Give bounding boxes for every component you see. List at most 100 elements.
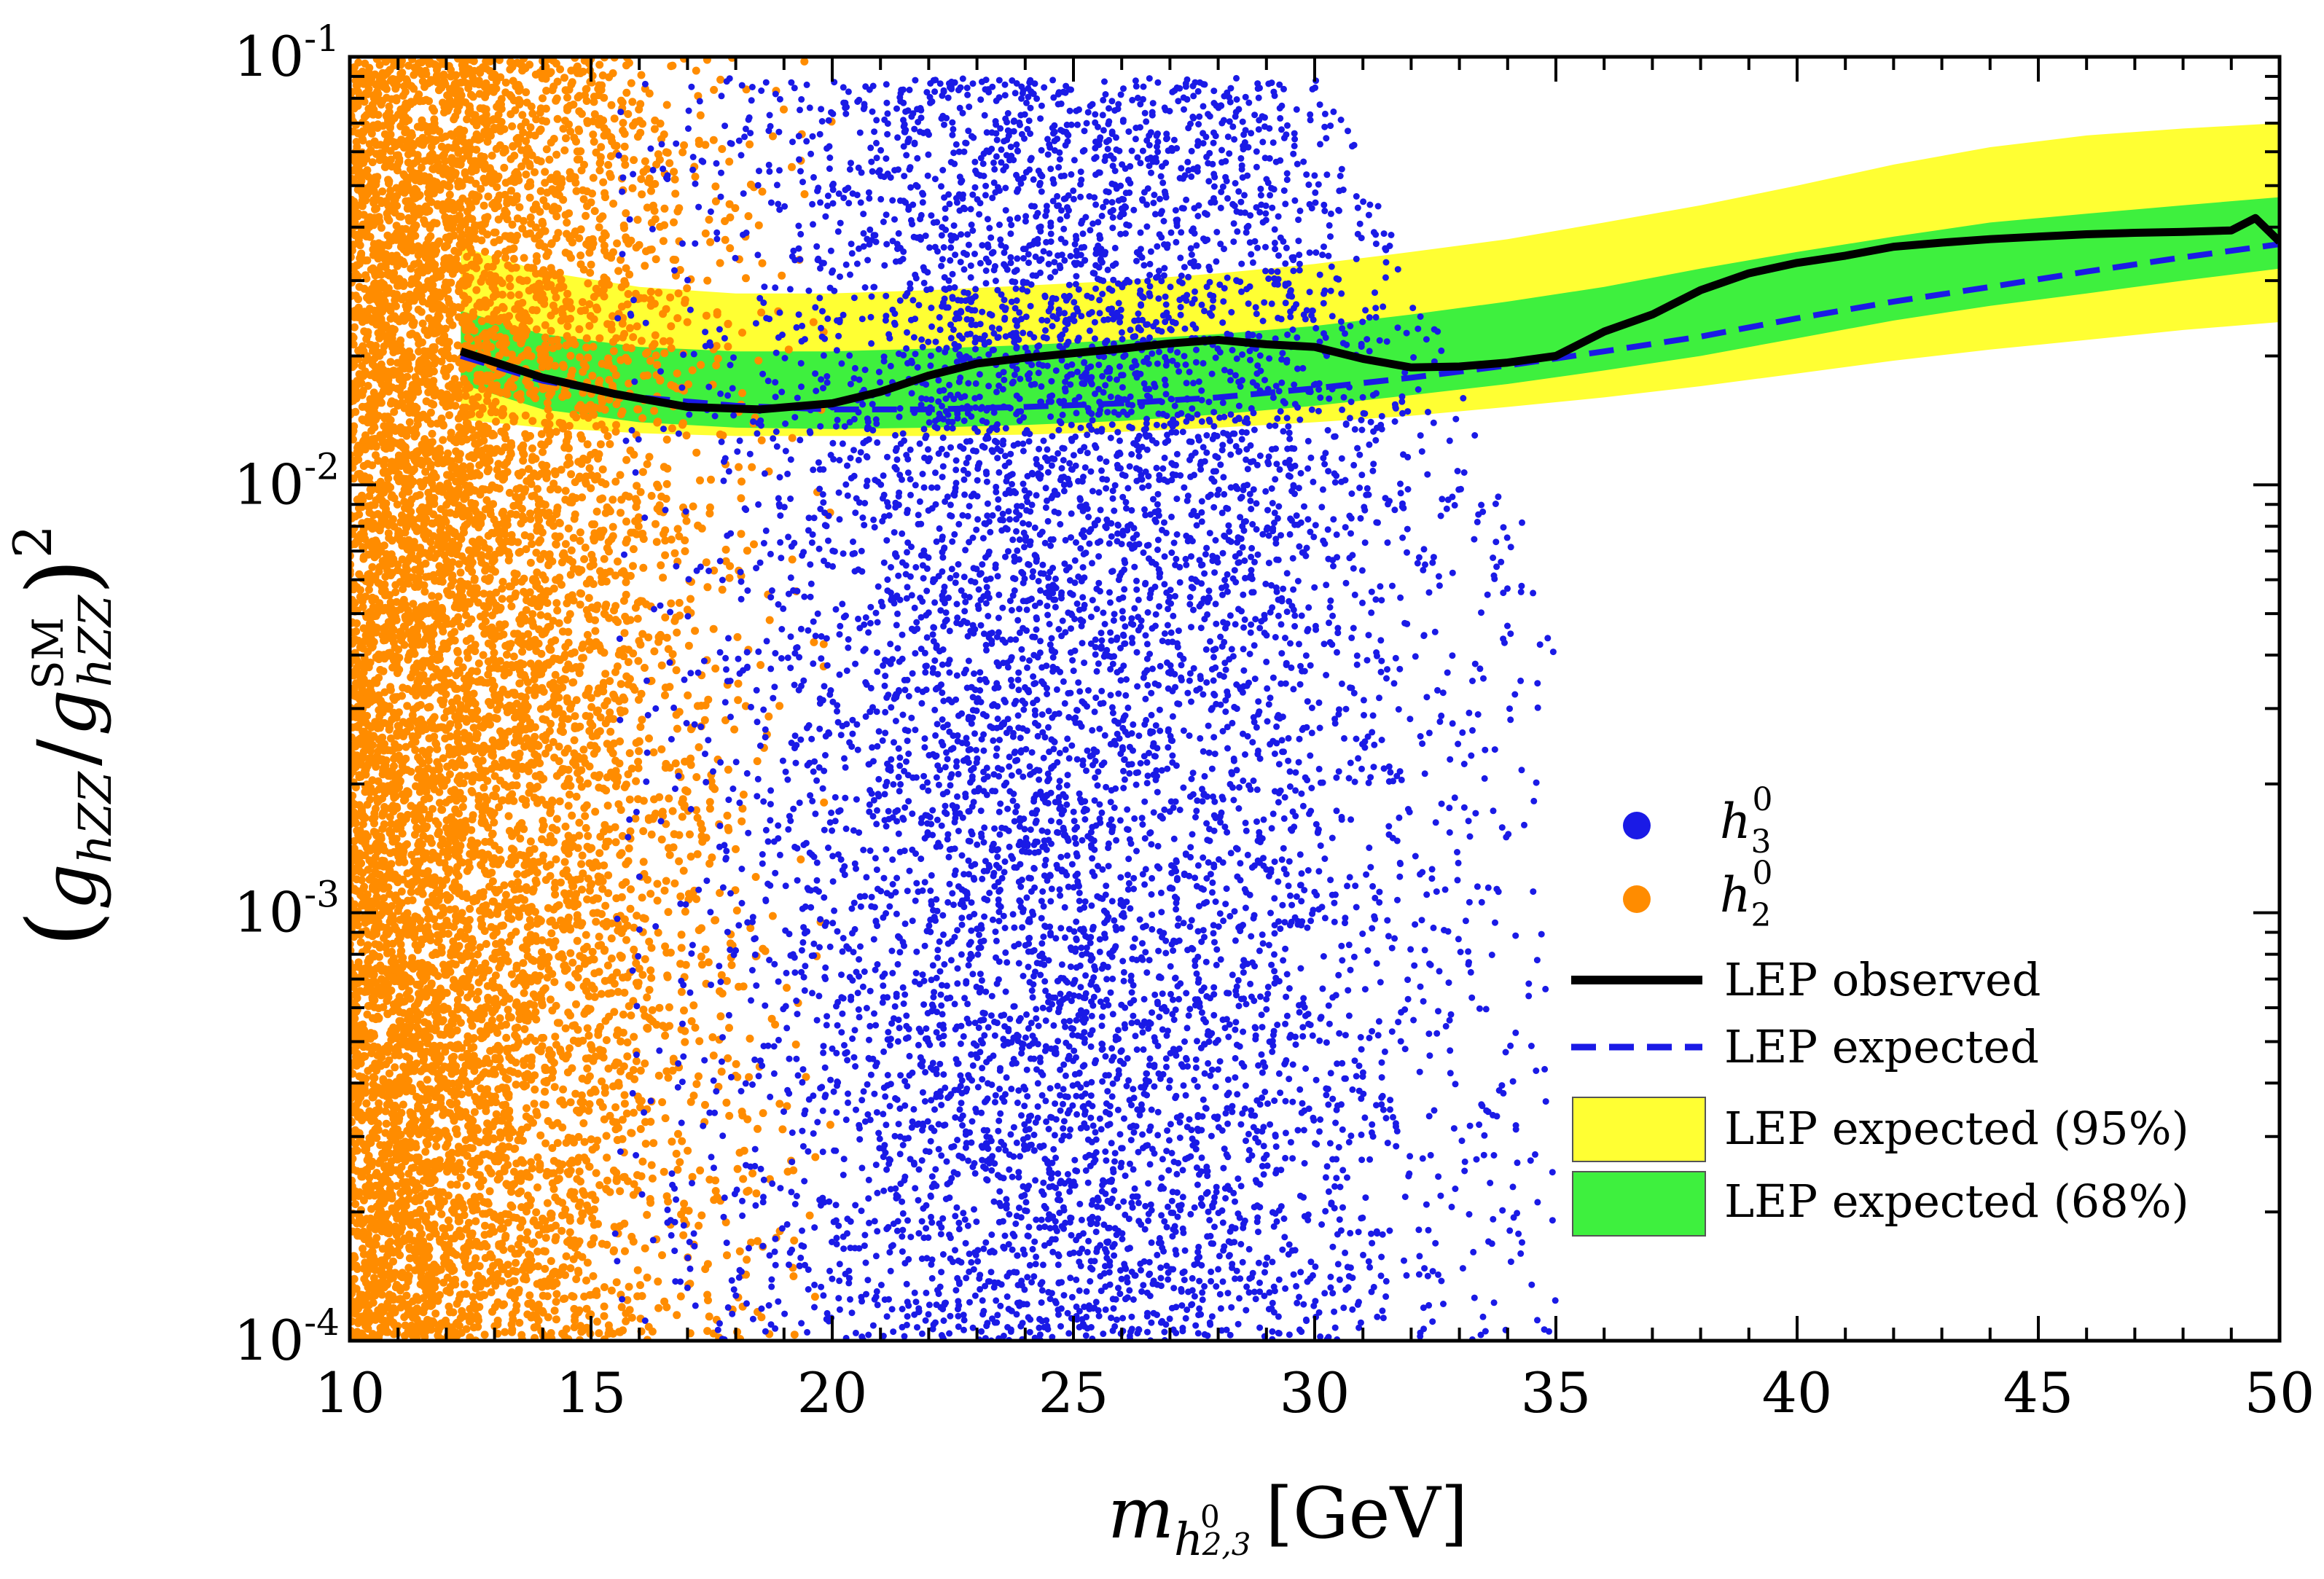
h2-point	[517, 395, 525, 404]
h2-point	[598, 885, 607, 893]
h2-point	[534, 858, 543, 866]
h2-point	[624, 857, 633, 866]
h2-point	[664, 1073, 673, 1082]
h2-point	[738, 329, 746, 337]
h2-point	[738, 477, 746, 486]
h2-point	[557, 466, 566, 474]
h2-point	[520, 587, 528, 596]
h2-point	[643, 371, 652, 380]
h2-point	[616, 737, 625, 745]
h2-point	[539, 817, 547, 825]
h2-point	[602, 1132, 611, 1140]
h2-point	[353, 921, 362, 930]
h2-point	[654, 289, 663, 297]
h2-point	[523, 1037, 531, 1046]
h2-point	[797, 855, 805, 863]
h2-point	[657, 835, 666, 844]
h2-point	[575, 818, 584, 827]
h2-point	[716, 259, 724, 267]
h2-point	[619, 1010, 627, 1019]
h2-point	[573, 147, 582, 156]
h2-point	[517, 519, 525, 528]
h2-point	[670, 549, 679, 557]
h2-point	[646, 356, 654, 365]
h2-point	[665, 850, 674, 859]
h2-point	[645, 734, 653, 743]
h2-point	[466, 904, 474, 913]
h2-point	[643, 165, 652, 173]
h2-point	[552, 599, 561, 608]
h2-point	[800, 57, 809, 66]
h2-point	[820, 798, 829, 807]
h2-point	[546, 175, 555, 184]
h2-point	[546, 485, 555, 494]
h2-point	[674, 1129, 682, 1138]
h2-point	[577, 109, 586, 118]
h2-point	[639, 827, 648, 836]
h2-point	[582, 1276, 590, 1285]
h2-point	[590, 984, 598, 993]
h2-point	[659, 573, 668, 582]
h2-point	[417, 307, 426, 316]
h2-point	[596, 440, 605, 449]
h2-point	[657, 661, 666, 670]
h2-point	[621, 1247, 629, 1255]
h2-point	[463, 993, 472, 1002]
h2-point	[658, 1251, 666, 1260]
h2-point	[575, 92, 584, 101]
h2-point	[604, 871, 613, 879]
h2-point	[619, 126, 627, 135]
h2-point	[484, 552, 493, 560]
h2-point	[751, 873, 760, 881]
h2-point	[541, 1100, 549, 1109]
h2-point	[701, 229, 710, 238]
h2-point	[584, 594, 593, 603]
h2-point	[609, 1247, 618, 1255]
h2-point	[573, 1175, 582, 1183]
h2-point	[561, 487, 570, 495]
h2-point	[692, 448, 701, 457]
h2-point	[561, 822, 570, 831]
h2-point	[641, 1140, 650, 1148]
h2-point	[603, 961, 612, 970]
h2-point	[525, 193, 534, 202]
h2-point	[504, 1218, 512, 1227]
h2-point	[650, 407, 659, 415]
h2-point	[647, 492, 656, 500]
h2-point	[376, 1141, 385, 1149]
h2-point	[537, 1034, 546, 1042]
h2-point	[552, 1315, 560, 1324]
h2-point	[573, 911, 582, 920]
h2-point	[583, 202, 591, 211]
h2-point	[551, 636, 560, 645]
h2-point	[431, 1309, 440, 1318]
h2-point	[590, 110, 599, 119]
h2-point	[385, 720, 394, 728]
h2-point	[526, 431, 534, 440]
h2-point	[641, 1244, 649, 1253]
h2-point	[661, 942, 670, 951]
h2-point	[579, 745, 588, 754]
h2-point	[420, 326, 429, 334]
h2-point	[560, 962, 568, 970]
h2-point	[660, 1167, 668, 1176]
h2-point	[686, 595, 695, 603]
h2-point	[748, 1169, 757, 1178]
h2-point	[617, 680, 625, 689]
h2-point	[764, 712, 773, 721]
h2-point	[448, 681, 457, 689]
h2-point	[576, 1198, 584, 1207]
h2-point	[724, 765, 732, 774]
h2-point	[576, 528, 584, 537]
h2-point	[624, 290, 633, 298]
h2-point	[742, 274, 750, 283]
h2-point	[589, 1272, 598, 1280]
h2-point	[702, 311, 711, 320]
h2-point	[653, 896, 662, 905]
h2-point	[594, 1220, 602, 1229]
h2-point	[531, 1008, 540, 1016]
h2-point	[712, 361, 721, 369]
h2-point	[421, 772, 429, 780]
h2-point	[533, 1110, 541, 1119]
h2-point	[566, 351, 575, 360]
